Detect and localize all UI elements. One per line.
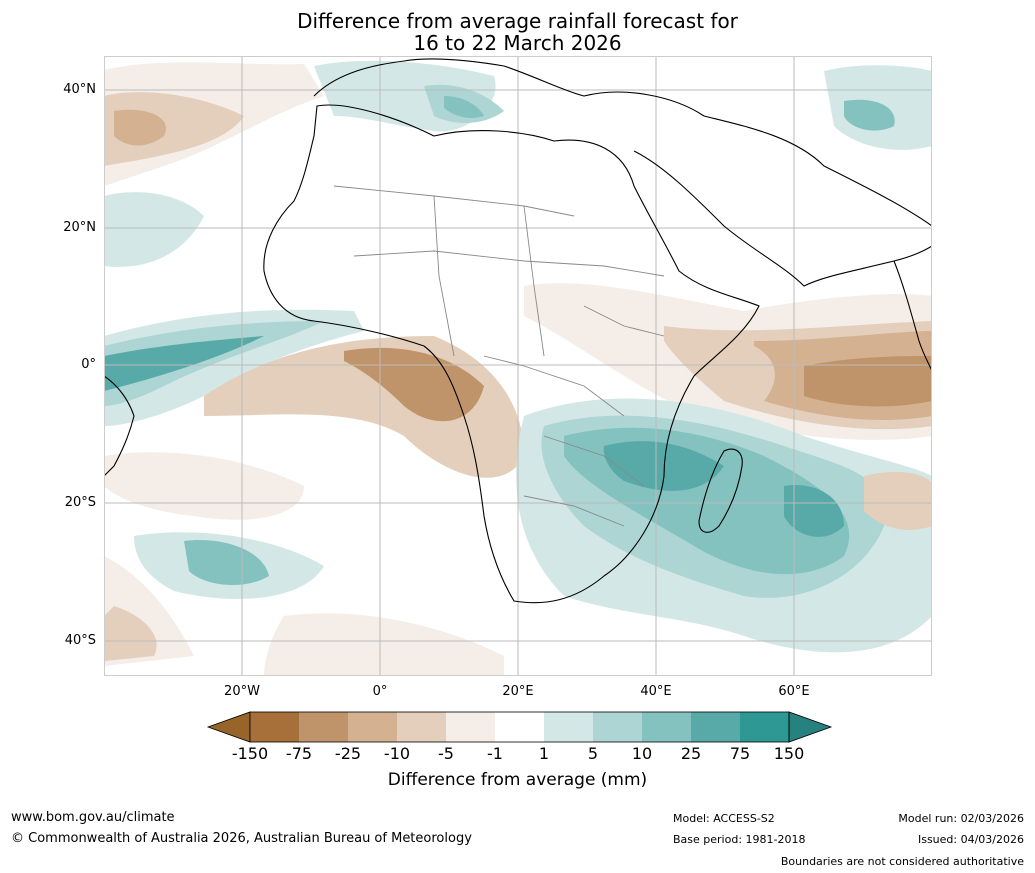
footer-issued: Issued: 04/03/2026 — [917, 833, 1024, 846]
colorbar-bin — [348, 712, 397, 742]
lat-label-0: 0° — [81, 357, 96, 372]
country-borders — [333, 185, 665, 527]
colorbar — [206, 711, 833, 743]
title-line-1: Difference from average rainfall forecas… — [297, 9, 738, 33]
footer-disclaimer: Boundaries are not considered authoritat… — [780, 855, 1024, 868]
south-america-coastline — [104, 375, 135, 477]
colorbar-tick-label: 10 — [631, 744, 653, 763]
colorbar-bin — [691, 712, 740, 742]
colorbar-bin — [593, 712, 642, 742]
colorbar-label: Difference from average (mm) — [387, 770, 648, 790]
lon-label-20w: 20°W — [224, 684, 260, 699]
colorbar-tick-label: 1 — [538, 744, 550, 763]
colorbar-tick-label: -10 — [383, 744, 411, 763]
footer-model-run: Model run: 02/03/2026 — [898, 812, 1024, 825]
colorbar-tick-label: -1 — [487, 744, 503, 763]
colorbar-tick-label: -75 — [285, 744, 313, 763]
india-coastline — [893, 260, 932, 372]
colorbar-frame — [249, 711, 790, 743]
colorbar-tick-label: -5 — [438, 744, 454, 763]
colorbar-bin — [740, 712, 789, 742]
africa-coastline — [263, 104, 760, 604]
madagascar-coastline — [698, 448, 743, 533]
colorbar-over-arrow — [788, 711, 833, 743]
lon-label-0: 0° — [372, 684, 388, 699]
colorbar-bin — [397, 712, 446, 742]
colorbar-under-arrow — [206, 711, 251, 743]
europe-coastline — [313, 58, 932, 227]
lon-label-20e: 20°E — [502, 684, 534, 699]
colorbar-bin — [544, 712, 593, 742]
lat-label-20s: 20°S — [64, 495, 96, 510]
lat-label-40n: 40°N — [63, 82, 96, 97]
colorbar-bin — [642, 712, 691, 742]
colorbar-bin — [495, 712, 544, 742]
colorbar-tick-label: 25 — [680, 744, 702, 763]
colorbar-tick-label: 150 — [773, 744, 805, 763]
colorbar-tick-label: -150 — [231, 744, 269, 763]
colorbar-tick-label: -25 — [334, 744, 362, 763]
footer-url[interactable]: www.bom.gov.au/climate — [11, 810, 175, 825]
footer-base-period: Base period: 1981-2018 — [673, 833, 806, 846]
title-line-2: 16 to 22 March 2026 — [413, 31, 622, 55]
arabia-coastline — [633, 150, 932, 287]
colorbar-bin — [250, 712, 299, 742]
footer-model: Model: ACCESS-S2 — [673, 812, 775, 825]
colorbar-bin — [446, 712, 495, 742]
footer-copyright: © Commonwealth of Australia 2026, Austra… — [11, 831, 472, 846]
colorbar-tick-label: 75 — [729, 744, 751, 763]
colorbar-tick-label: 5 — [587, 744, 599, 763]
colorbar-bin — [299, 712, 348, 742]
lon-label-60e: 60°E — [778, 684, 810, 699]
map-title: Difference from average rainfall forecas… — [0, 10, 1035, 54]
coastlines — [104, 58, 932, 604]
rainfall-map — [104, 56, 932, 676]
lat-label-20n: 20°N — [63, 220, 96, 235]
lon-label-40e: 40°E — [640, 684, 672, 699]
graticule — [104, 56, 932, 676]
lat-label-40s: 40°S — [64, 633, 96, 648]
